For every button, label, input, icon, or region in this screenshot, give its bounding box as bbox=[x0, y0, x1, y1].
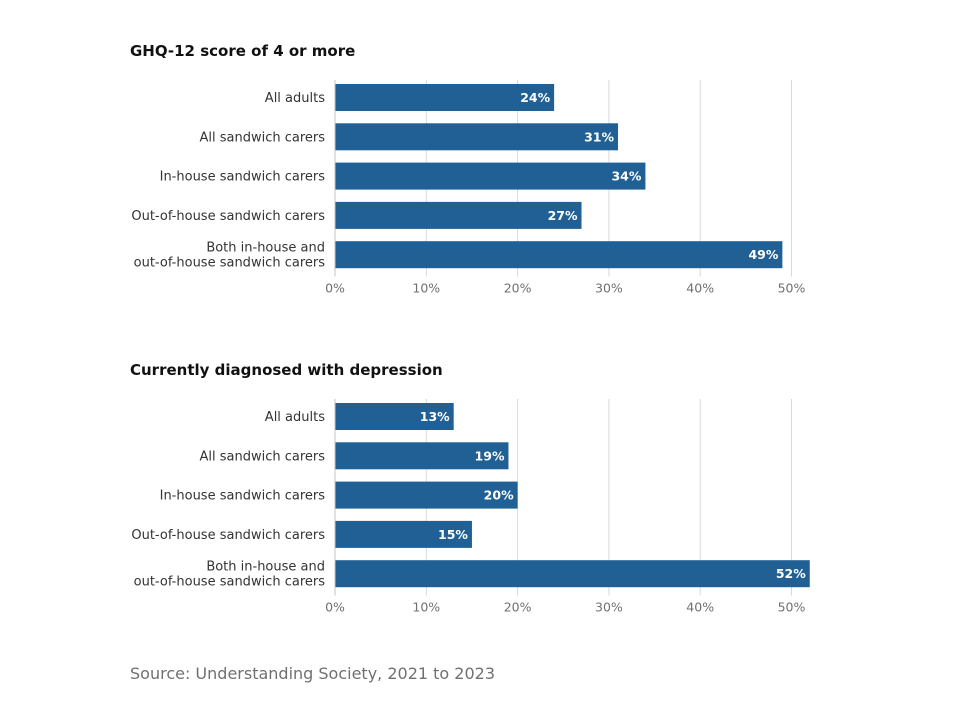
bar-1-4 bbox=[335, 560, 810, 588]
category-label: Both in-house and out-of-house sandwich c… bbox=[134, 241, 326, 271]
bar-value-label: 34% bbox=[611, 169, 641, 184]
bar-value-label: 27% bbox=[548, 208, 578, 223]
category-label: All adults bbox=[265, 410, 325, 425]
bar-0-3 bbox=[335, 201, 582, 229]
category-label: All sandwich carers bbox=[199, 130, 325, 145]
x-tick-label: 10% bbox=[412, 281, 440, 296]
category-label: Out-of-house sandwich carers bbox=[131, 209, 325, 224]
bar-value-label: 52% bbox=[776, 566, 806, 581]
x-tick-label: 0% bbox=[325, 600, 345, 615]
bar-value-label: 49% bbox=[748, 247, 778, 262]
bar-1-1 bbox=[335, 442, 509, 470]
category-label: All adults bbox=[265, 91, 325, 106]
bar-0-0 bbox=[335, 84, 555, 111]
bar-value-label: 13% bbox=[420, 409, 450, 424]
bar-1-3 bbox=[335, 520, 472, 548]
x-tick-label: 20% bbox=[504, 281, 532, 296]
chart-title-depression: Currently diagnosed with depression bbox=[130, 361, 443, 379]
bar-value-label: 19% bbox=[475, 448, 505, 463]
x-tick-label: 30% bbox=[595, 600, 623, 615]
source-note: Source: Understanding Society, 2021 to 2… bbox=[130, 664, 496, 683]
x-tick-label: 50% bbox=[778, 600, 806, 615]
bar-chart-ghq12: 24% All adults 31% All sandwich carers 34% In… bbox=[131, 80, 806, 296]
bar-1-0 bbox=[335, 403, 454, 430]
x-tick-label: 20% bbox=[504, 600, 532, 615]
bar-value-label: 20% bbox=[484, 488, 514, 503]
bar-0-4 bbox=[335, 241, 783, 269]
bar-0-2 bbox=[335, 162, 646, 190]
x-tick-label: 30% bbox=[595, 281, 623, 296]
x-tick-label: 0% bbox=[325, 281, 345, 296]
category-label: Both in-house and out-of-house sandwich c… bbox=[134, 560, 326, 590]
bar-chart-depression: 13% All adults 19% All sandwich carers 20% In… bbox=[131, 399, 810, 615]
bar-1-2 bbox=[335, 481, 518, 509]
chart-title-ghq12: GHQ-12 score of 4 or more bbox=[130, 42, 356, 60]
category-label: All sandwich carers bbox=[199, 449, 325, 464]
bar-value-label: 31% bbox=[584, 129, 614, 144]
bar-0-1 bbox=[335, 123, 619, 151]
bar-value-label: 15% bbox=[438, 527, 468, 542]
x-tick-label: 40% bbox=[686, 600, 714, 615]
bar-value-label: 24% bbox=[520, 90, 550, 105]
category-label: In-house sandwich carers bbox=[160, 489, 326, 504]
category-label: In-house sandwich carers bbox=[160, 170, 326, 185]
x-tick-label: 10% bbox=[412, 600, 440, 615]
x-tick-label: 50% bbox=[778, 281, 806, 296]
x-tick-label: 40% bbox=[686, 281, 714, 296]
category-label: Out-of-house sandwich carers bbox=[131, 528, 325, 543]
